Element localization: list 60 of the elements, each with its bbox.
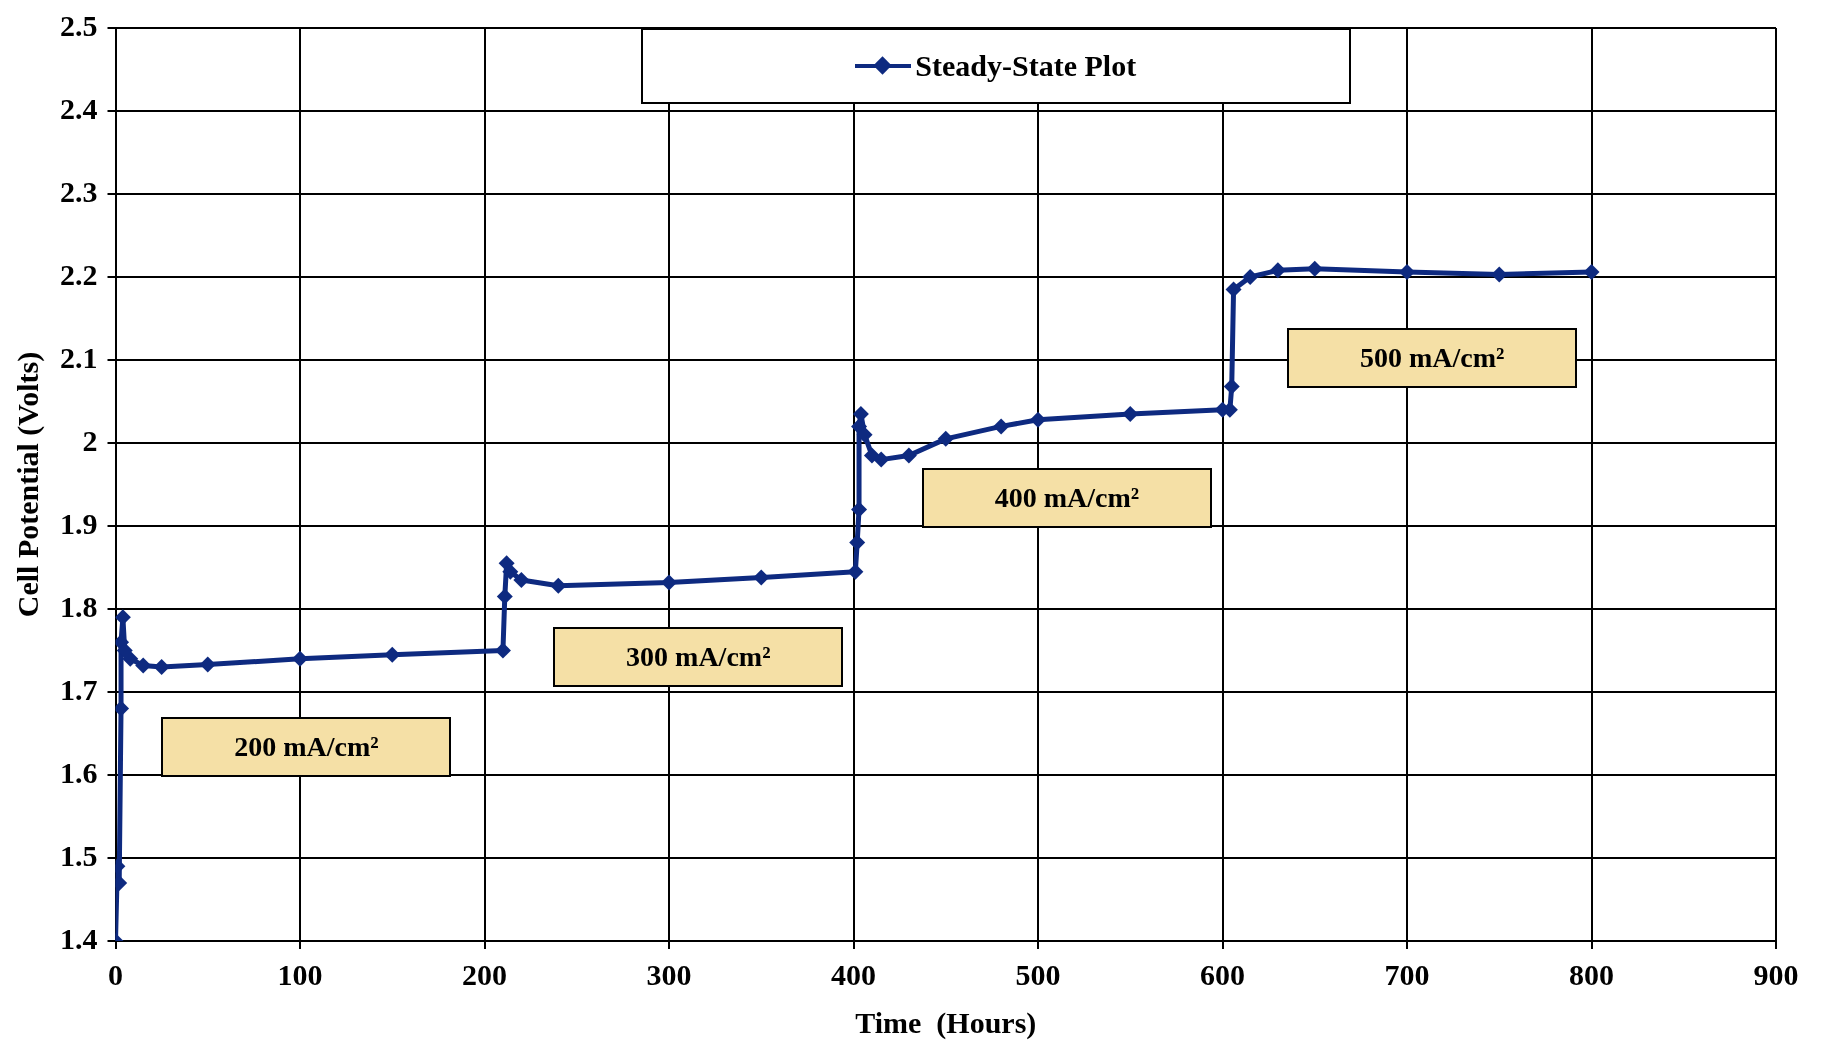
y-tick-label: 2.3 (60, 174, 98, 208)
y-tick-label: 2.4 (60, 91, 98, 125)
point (1242, 269, 1259, 285)
point (851, 501, 868, 518)
point (1399, 264, 1415, 281)
point (1225, 281, 1242, 298)
point (993, 418, 1010, 435)
point (900, 447, 917, 464)
point (1122, 405, 1139, 422)
point (496, 588, 513, 605)
legend-box: Steady-State Plot (640, 28, 1351, 104)
x-tick-label: 300 (646, 957, 692, 991)
point (1269, 262, 1286, 279)
y-tick-label: 2.2 (60, 257, 98, 291)
y-tick-label: 1.6 (60, 755, 98, 789)
y-tick-label: 2 (82, 423, 98, 457)
x-tick-label: 0 (108, 957, 123, 991)
x-axis-title: Time (Hours) (855, 1005, 1037, 1040)
y-tick-label: 2.5 (60, 8, 98, 42)
y-tick-label: 1.7 (60, 672, 98, 706)
point (753, 569, 770, 586)
point (513, 571, 530, 588)
x-tick-label: 800 (1569, 957, 1614, 991)
point (1491, 266, 1508, 283)
point (494, 642, 511, 659)
x-tick-label: 500 (1015, 957, 1061, 991)
point (1583, 264, 1600, 281)
point (199, 656, 216, 673)
x-tick-label: 700 (1384, 957, 1430, 991)
point (937, 430, 954, 447)
point (1223, 378, 1240, 395)
point (502, 563, 519, 580)
point (1030, 411, 1046, 428)
x-tick-label: 200 (462, 957, 507, 991)
point (1306, 260, 1323, 277)
point (847, 563, 864, 580)
note-box: 200 mA/cm² (161, 716, 452, 777)
note-box: 500 mA/cm² (1287, 327, 1578, 388)
x-tick-label: 400 (831, 957, 876, 991)
y-tick-label: 1.5 (60, 838, 98, 872)
point (115, 700, 130, 717)
y-tick-label: 1.8 (60, 589, 98, 623)
x-tick-label: 900 (1753, 957, 1799, 991)
point (292, 650, 308, 667)
x-tick-label: 100 (277, 957, 323, 991)
point (122, 650, 139, 667)
point (661, 574, 677, 591)
note-box: 400 mA/cm² (921, 468, 1212, 529)
point (135, 657, 152, 674)
note-box: 300 mA/cm² (553, 627, 844, 688)
y-tick-label: 1.9 (60, 506, 98, 540)
point (856, 426, 873, 443)
legend-label: Steady-State Plot (915, 49, 1137, 83)
point (873, 451, 890, 468)
y-tick-label: 1.4 (60, 921, 98, 955)
point (153, 659, 170, 676)
y-tick-label: 2.1 (60, 340, 98, 374)
point (849, 534, 866, 551)
y-axis-title: Cell Potential (Volts) (10, 351, 45, 618)
x-tick-label: 600 (1200, 957, 1245, 991)
